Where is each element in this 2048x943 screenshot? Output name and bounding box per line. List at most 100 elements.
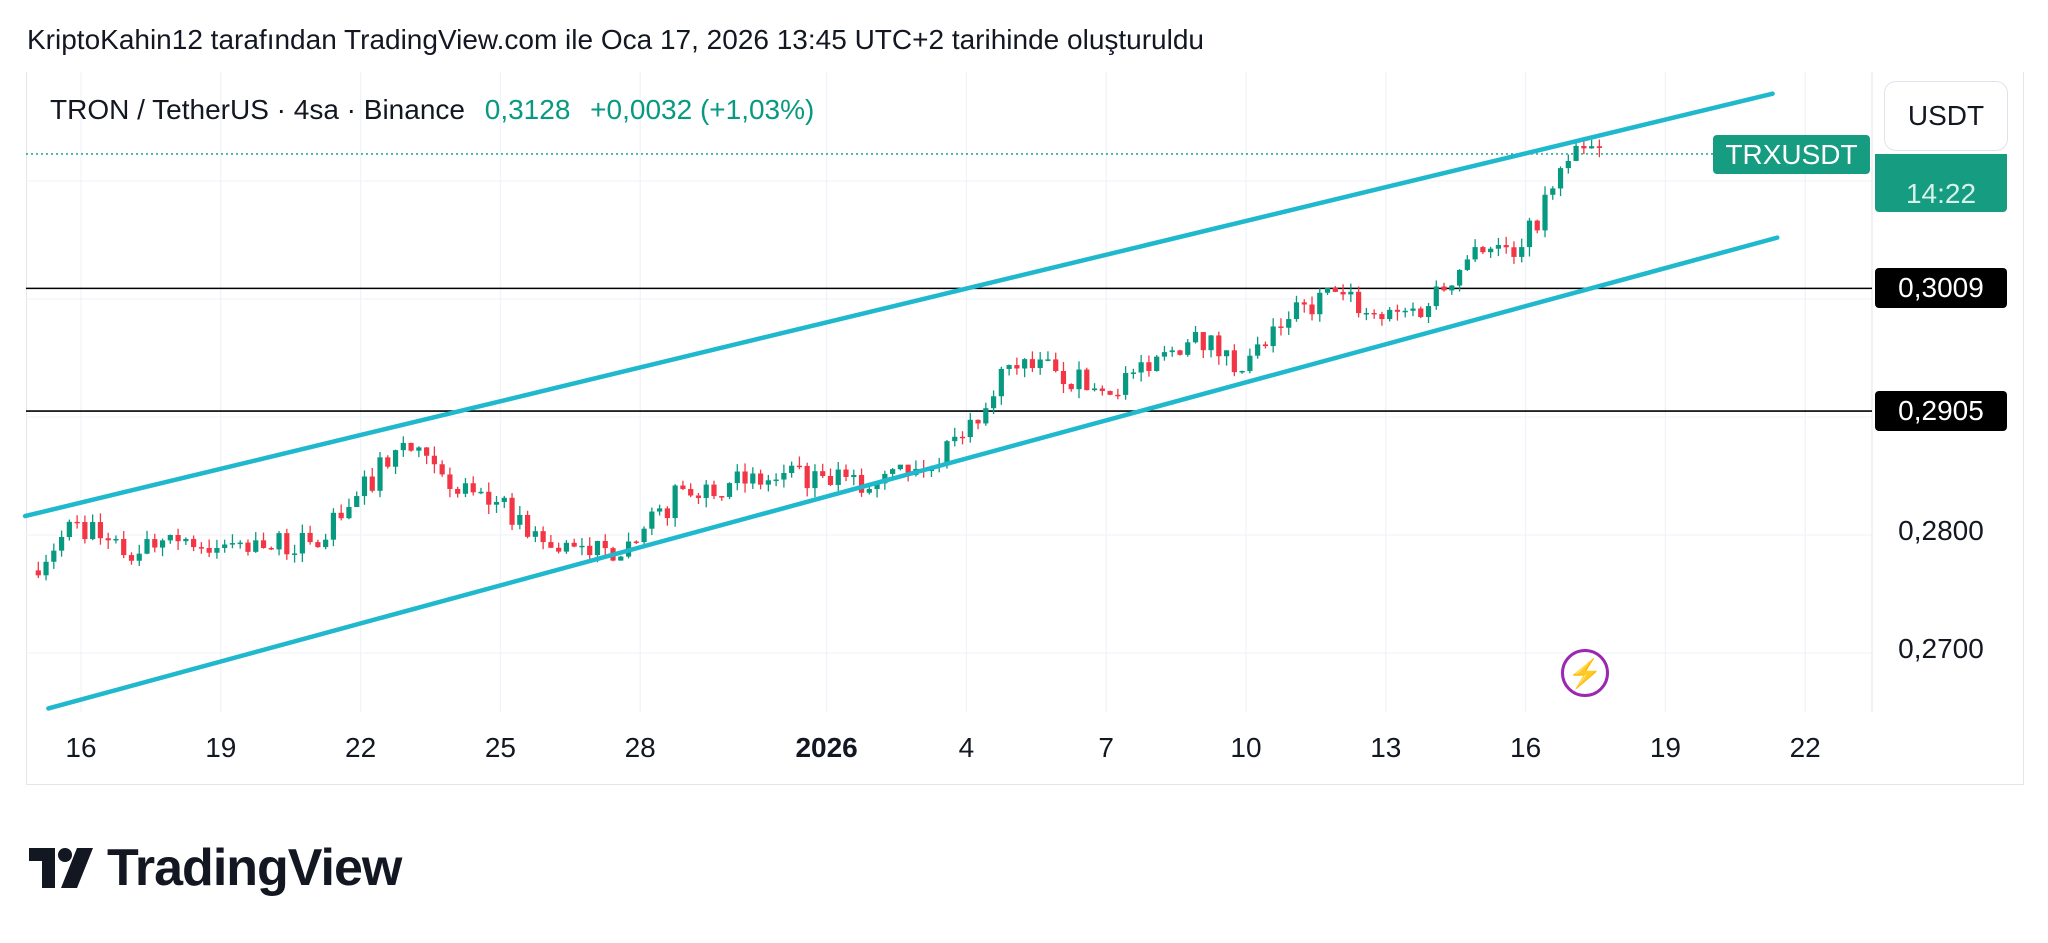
candle-body xyxy=(1425,306,1432,318)
candle-body xyxy=(1185,342,1191,355)
candle-body xyxy=(1006,365,1012,369)
candle-body xyxy=(1014,365,1020,369)
date-tick-label: 22 xyxy=(345,732,377,763)
candle-body xyxy=(1099,388,1105,392)
candle-body xyxy=(726,483,733,497)
date-tick-label: 19 xyxy=(205,732,237,763)
candle-body xyxy=(874,483,880,489)
candle-body xyxy=(1557,168,1564,189)
candle-body xyxy=(408,442,414,451)
candle-body xyxy=(144,539,150,554)
candle-body xyxy=(392,450,399,467)
candle-body xyxy=(291,553,298,555)
candle-body xyxy=(1053,359,1059,371)
date-tick-label: 22 xyxy=(1789,732,1821,763)
candle-body xyxy=(851,474,857,478)
candle-body xyxy=(1293,302,1300,320)
candle-body xyxy=(796,465,803,468)
candle-body xyxy=(1332,287,1338,292)
candle-body xyxy=(260,540,267,548)
candle-body xyxy=(618,556,624,561)
candle-body xyxy=(121,538,127,556)
candle-body xyxy=(1262,344,1269,347)
candle-body xyxy=(532,531,538,537)
candle-body xyxy=(346,507,352,519)
candle-body xyxy=(1309,304,1315,315)
candle-body xyxy=(214,547,220,553)
candle-body xyxy=(509,497,515,525)
candle-body xyxy=(897,464,903,470)
candle-body xyxy=(1418,308,1424,318)
candle-body xyxy=(1565,160,1571,169)
candle-body xyxy=(369,476,375,491)
price-change: +0,0032 (+1,03%) xyxy=(590,94,815,125)
candle-body xyxy=(983,408,989,424)
chart-caption: KriptoKahin12 tarafından TradingView.com… xyxy=(27,24,1204,55)
candle-body xyxy=(602,540,608,549)
candle-body xyxy=(835,469,841,485)
candle-body xyxy=(843,469,849,478)
candle-body xyxy=(820,471,826,476)
candle-body xyxy=(657,508,663,512)
candle-body xyxy=(563,542,570,552)
date-tick-label: 13 xyxy=(1370,732,1402,763)
candle-body xyxy=(1488,248,1494,253)
candle-body xyxy=(1503,245,1509,248)
candle-body xyxy=(1596,146,1602,148)
candle-body xyxy=(1433,286,1439,307)
candle-body xyxy=(462,483,469,494)
candle-body xyxy=(1379,314,1385,320)
candle-body xyxy=(1154,356,1160,371)
candle-body xyxy=(58,537,65,551)
candle-body xyxy=(556,547,562,552)
currency-button[interactable]: USDT xyxy=(1884,81,2008,151)
candle-body xyxy=(711,484,717,497)
lightning-icon[interactable]: ⚡ xyxy=(1561,649,1609,697)
candle-body xyxy=(284,533,290,555)
candle-body xyxy=(1324,287,1331,293)
candle-body xyxy=(952,436,958,442)
candle-body xyxy=(493,501,500,505)
candle-body xyxy=(594,540,601,556)
candle-body xyxy=(315,542,321,548)
candle-body xyxy=(74,521,80,524)
date-tick-label: 10 xyxy=(1230,732,1262,763)
candle-body xyxy=(1317,292,1323,315)
candle-body xyxy=(1394,309,1401,312)
tradingview-logo[interactable]: TradingView xyxy=(29,838,402,898)
candle-body xyxy=(540,531,546,543)
candle-body xyxy=(276,533,282,550)
candle-body xyxy=(695,495,702,498)
candle-body xyxy=(1146,362,1152,371)
candle-body xyxy=(1130,372,1136,374)
candle-body xyxy=(959,436,966,439)
channel-lower-line xyxy=(46,235,1780,711)
candle-body xyxy=(1410,308,1416,311)
candle-body xyxy=(183,538,189,542)
candle-body xyxy=(1456,269,1463,286)
tv-logo-icon xyxy=(29,848,93,888)
symbol-name: TRON / TetherUS · 4sa · Binance xyxy=(50,94,465,125)
candle-body xyxy=(1223,350,1230,357)
candle-body xyxy=(307,532,313,543)
candle-body xyxy=(35,570,41,576)
candle-body xyxy=(1519,247,1525,257)
level-price-label: 0,2905 xyxy=(1875,391,2007,432)
candle-body xyxy=(43,561,49,576)
candle-body xyxy=(579,545,585,548)
candle-body xyxy=(866,488,872,493)
candle-body xyxy=(1441,286,1447,291)
candle-body xyxy=(136,553,142,561)
candle-body xyxy=(1216,335,1222,357)
date-tick-label: 19 xyxy=(1649,732,1681,763)
date-tick-label: 7 xyxy=(1098,732,1114,763)
candle-body xyxy=(1091,388,1098,391)
candle-body xyxy=(1472,247,1478,260)
candle-body xyxy=(268,547,274,550)
candle-body xyxy=(1076,369,1082,390)
candle-body xyxy=(1402,310,1408,313)
candle-body xyxy=(1138,362,1144,373)
candle-body xyxy=(1084,369,1090,391)
candle-body xyxy=(470,483,476,493)
